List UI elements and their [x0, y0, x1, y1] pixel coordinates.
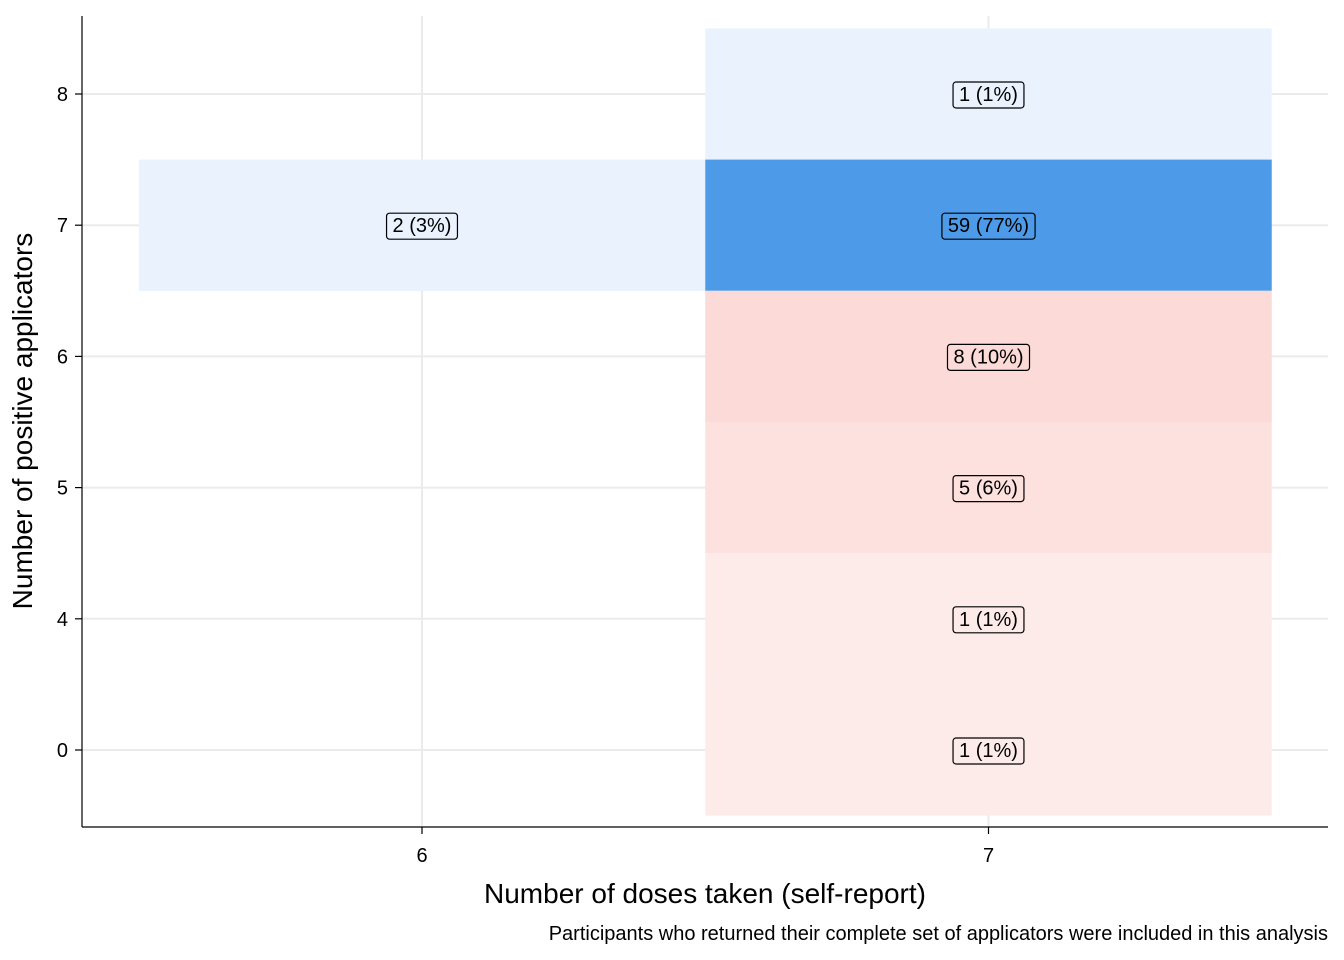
cell-label-7-0: 1 (1%): [952, 737, 1025, 765]
cell-label-text: 2 (3%): [393, 215, 452, 237]
y-tick-label-7: 7: [57, 215, 68, 237]
cell-labels: 2 (3%) 1 (1%) 59 (77%) 8 (10%) 5 (6%) 1 (1%) 1…: [385, 81, 1036, 765]
cell-label-box: [946, 343, 1031, 371]
cell-label-box: [941, 212, 1036, 240]
axis-ticks: 6 7 0 4 5 6 7 8: [57, 84, 994, 867]
x-tick-label-7: 7: [983, 845, 994, 867]
cell-label-box: [385, 212, 459, 240]
x-axis-title: Number of doses taken (self-report): [484, 878, 926, 909]
y-tick-label-6: 6: [57, 346, 68, 368]
cell-label-box: [952, 606, 1025, 634]
y-axis-title: Number of positive applicators: [7, 233, 38, 610]
y-tick-label-0: 0: [57, 740, 68, 762]
cell-label-text: 1 (1%): [959, 740, 1018, 762]
x-tick-label-6: 6: [416, 845, 427, 867]
cell-label-box: [952, 475, 1025, 503]
cell-label-box: [952, 81, 1025, 109]
cell-label-text: 8 (10%): [953, 346, 1023, 368]
axes: [81, 16, 1328, 828]
heatmap-cells: [138, 28, 1272, 816]
cell-label-box: [952, 737, 1025, 765]
cell-label-text: 1 (1%): [959, 609, 1018, 631]
y-tick-label-5: 5: [57, 478, 68, 500]
cell-label-text: 5 (6%): [959, 478, 1018, 500]
y-tick-label-4: 4: [57, 609, 68, 631]
chart-caption: Participants who returned their complete…: [549, 923, 1328, 945]
cell-label-7-7: 59 (77%): [941, 212, 1036, 240]
cell-label-7-5: 5 (6%): [952, 475, 1025, 503]
cell-label-text: 59 (77%): [948, 215, 1029, 237]
cell-label-7-6: 8 (10%): [946, 343, 1031, 371]
cell-label-7-8: 1 (1%): [952, 81, 1025, 109]
cell-label-7-4: 1 (1%): [952, 606, 1025, 634]
y-tick-label-8: 8: [57, 84, 68, 106]
cell-label-text: 1 (1%): [959, 84, 1018, 106]
cell-label-6-7: 2 (3%): [385, 212, 459, 240]
